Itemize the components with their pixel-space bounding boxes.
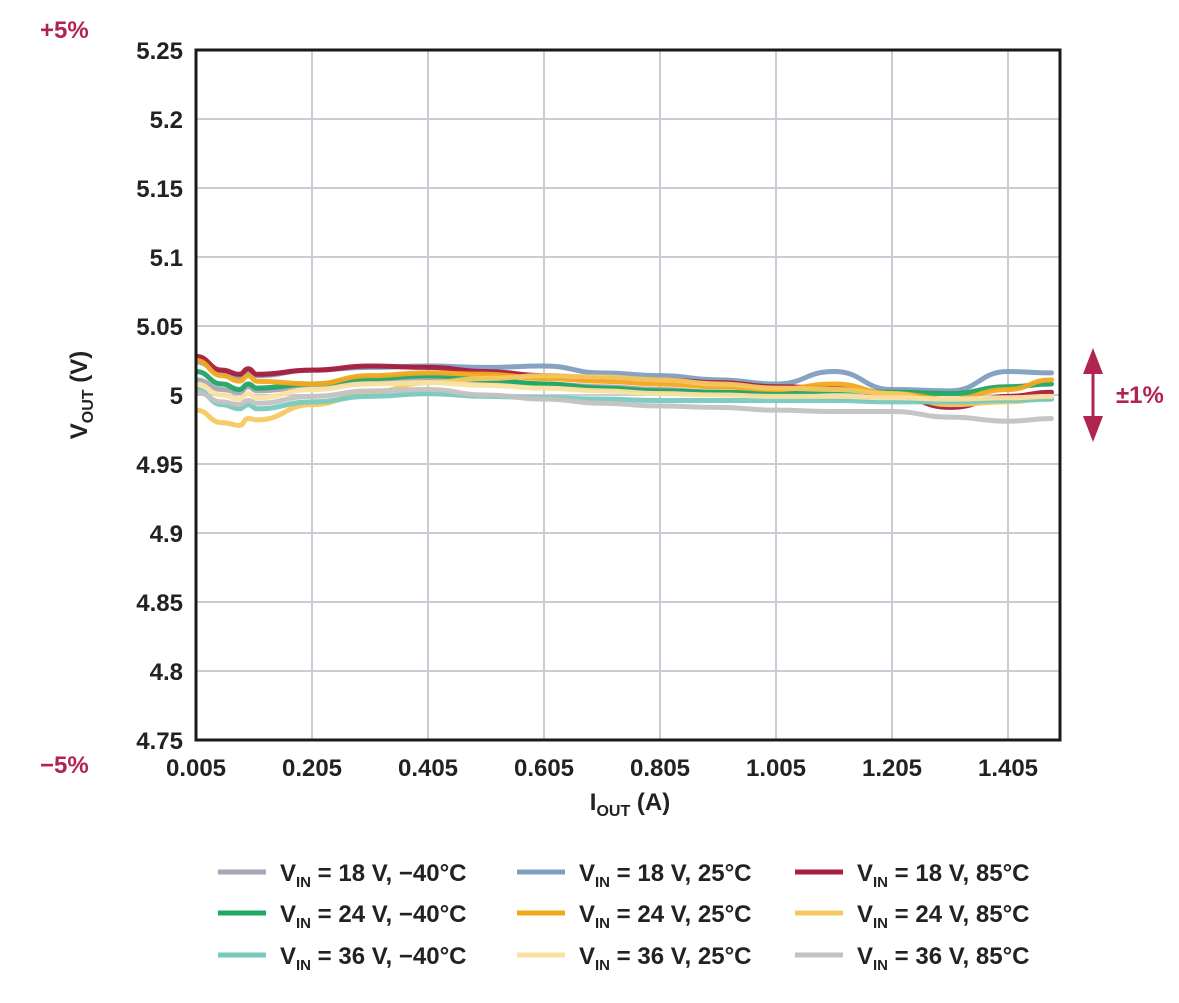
- y-tick-label: 4.85: [136, 590, 183, 617]
- x-tick-label: 0.005: [166, 755, 226, 782]
- series-layer: [196, 353, 1054, 428]
- x-tick-label: 0.405: [398, 755, 458, 782]
- legend-item: VIN = 24 V, 25°C: [517, 901, 752, 932]
- series-line-8: [196, 380, 1054, 402]
- y-tick-label: 5.15: [136, 176, 183, 203]
- y-tick-label: 4.8: [150, 659, 183, 686]
- y-tick-label: 5.25: [136, 38, 183, 65]
- x-tick-label: 0.605: [514, 755, 574, 782]
- legend-label: VIN = 36 V, 85°C: [857, 943, 1030, 974]
- x-tick-label: 1.205: [862, 755, 922, 782]
- y-tick-label: 5.2: [150, 107, 183, 134]
- legend-item: VIN = 18 V, −40°C: [218, 860, 467, 891]
- tolerance-arrow: [1083, 348, 1103, 442]
- x-axis-label-main: I: [590, 789, 597, 816]
- legend-item: VIN = 24 V, −40°C: [218, 901, 467, 932]
- y-axis-label-main: V: [66, 423, 93, 439]
- legend-label: VIN = 18 V, −40°C: [280, 860, 467, 891]
- tolerance-arrow-down-head: [1083, 416, 1103, 442]
- legend: VIN = 18 V, −40°C VIN = 18 V, 25°C VIN = 1…: [218, 860, 1030, 974]
- tolerance-label: ±1%: [1116, 382, 1164, 409]
- legend-item: VIN = 36 V, −40°C: [218, 943, 467, 974]
- legend-label: VIN = 36 V, 25°C: [579, 943, 752, 974]
- y-tick-label: 5.05: [136, 314, 183, 341]
- x-axis-label: IOUT (A): [590, 789, 670, 820]
- x-axis-label-unit: (A): [630, 789, 670, 816]
- x-tick-label: 0.205: [282, 755, 342, 782]
- legend-label: VIN = 24 V, 25°C: [579, 901, 752, 932]
- legend-item: VIN = 36 V, 25°C: [517, 943, 752, 974]
- legend-item: VIN = 18 V, 85°C: [795, 860, 1030, 891]
- series-line-9: [196, 386, 1054, 424]
- legend-label: VIN = 18 V, 85°C: [857, 860, 1030, 891]
- x-tick-label: 0.805: [630, 755, 690, 782]
- legend-item: VIN = 36 V, 85°C: [795, 943, 1030, 974]
- y-tick-label: 4.9: [150, 521, 183, 548]
- top-percent-label: +5%: [40, 17, 89, 44]
- legend-item: VIN = 18 V, 25°C: [517, 860, 752, 891]
- x-axis-label-sub: OUT: [596, 803, 630, 820]
- y-axis-label: VOUT (V): [66, 351, 97, 439]
- series-line-2: [196, 359, 1054, 394]
- plot-frame: [194, 48, 1062, 742]
- x-tick-labels: 0.005 0.205 0.405 0.605 0.805 1.005 1.205 1.405: [166, 755, 1038, 782]
- series-line-6: [196, 373, 1054, 428]
- legend-label: VIN = 24 V, −40°C: [280, 901, 467, 932]
- y-tick-label: 4.75: [136, 728, 183, 755]
- y-axis-label-unit: (V): [66, 351, 93, 390]
- legend-item: VIN = 24 V, 85°C: [795, 901, 1030, 932]
- legend-label: VIN = 36 V, −40°C: [280, 943, 467, 974]
- y-tick-label: 4.95: [136, 452, 183, 479]
- legend-label: VIN = 18 V, 25°C: [579, 860, 752, 891]
- y-tick-labels: 4.75 4.8 4.85 4.9 4.95 5 5.05 5.1 5.15 5.2 5.25: [136, 38, 183, 755]
- bottom-percent-label: −5%: [40, 752, 89, 779]
- x-tick-label: 1.005: [746, 755, 806, 782]
- legend-label: VIN = 24 V, 85°C: [857, 901, 1030, 932]
- x-tick-label: 1.405: [978, 755, 1038, 782]
- y-tick-label: 5: [170, 383, 183, 410]
- y-axis-label-sub: OUT: [80, 389, 97, 423]
- tolerance-arrow-up-head: [1083, 348, 1103, 374]
- y-tick-label: 5.1: [150, 245, 183, 272]
